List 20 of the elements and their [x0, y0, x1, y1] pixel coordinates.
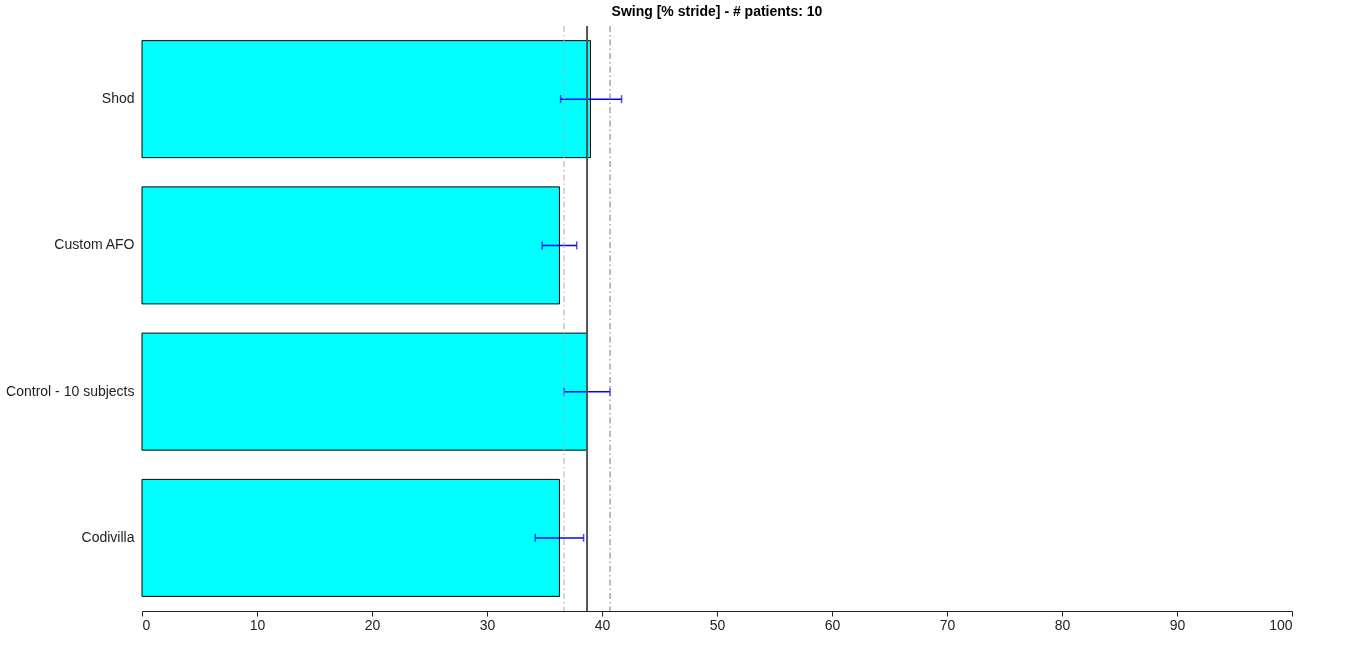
x-tick-label: 100 — [1269, 616, 1293, 633]
bar — [141, 478, 560, 597]
y-tick-label: Shod — [101, 90, 135, 107]
x-tick-label: 20 — [364, 616, 381, 633]
bar — [141, 332, 588, 451]
y-tick-label: Custom AFO — [54, 236, 135, 253]
chart-title: Swing [% stride] - # patients: 10 — [611, 3, 823, 19]
x-tick-label: 0 — [142, 616, 151, 633]
x-tick-label: 30 — [479, 616, 496, 633]
x-tick-label: 80 — [1054, 616, 1071, 633]
x-tick-label: 90 — [1169, 616, 1186, 633]
x-tick-label: 40 — [594, 616, 611, 633]
bar — [141, 186, 560, 305]
y-tick-label: Control - 10 subjects — [6, 382, 135, 399]
x-tick-label: 70 — [939, 616, 956, 633]
x-tick-label: 60 — [824, 616, 841, 633]
x-tick-label: 50 — [709, 616, 726, 633]
bar — [141, 40, 591, 159]
y-tick-label: Codivilla — [81, 528, 135, 545]
x-tick-label: 10 — [249, 616, 266, 633]
